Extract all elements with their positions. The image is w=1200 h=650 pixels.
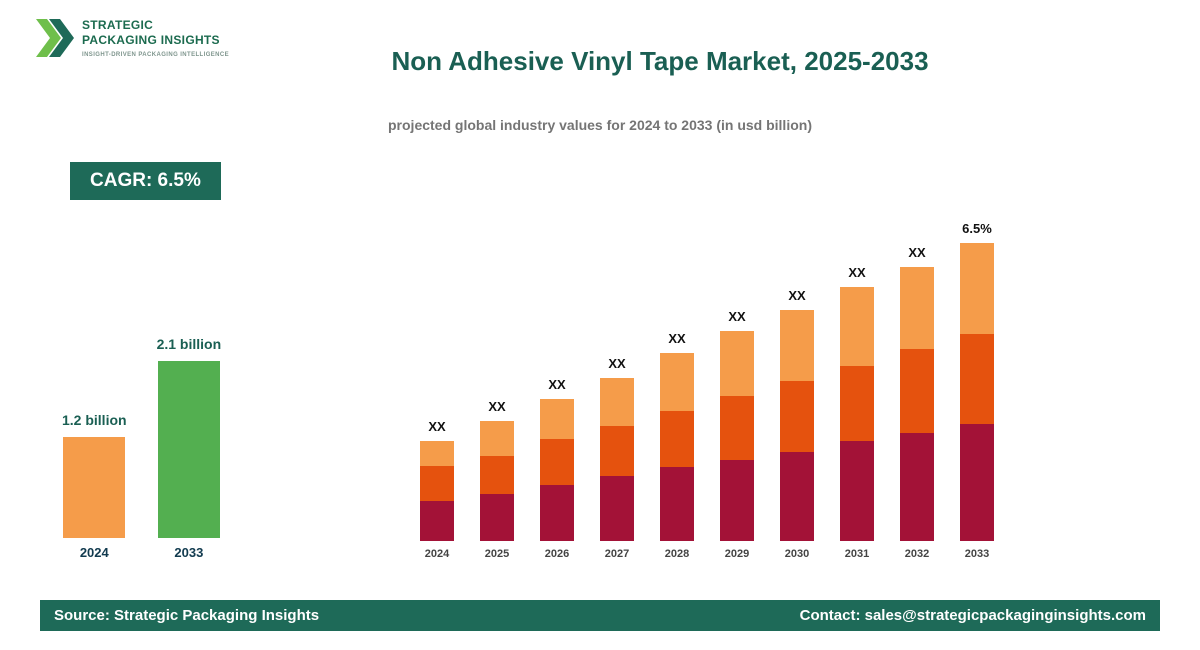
logo: STRATEGIC PACKAGING INSIGHTS INSIGHT-DRI… bbox=[34, 14, 229, 62]
stack-segment-bottom bbox=[420, 501, 454, 541]
stack-segment-top bbox=[960, 243, 994, 334]
stack-segment-bottom bbox=[780, 452, 814, 541]
stack-segment-middle bbox=[600, 426, 634, 476]
stack-segment-top bbox=[780, 310, 814, 381]
footer-source: Source: Strategic Packaging Insights bbox=[54, 607, 320, 624]
summary-value-label: 2.1 billion bbox=[156, 336, 222, 352]
year-label: 2033 bbox=[964, 548, 990, 560]
bar-stack bbox=[420, 441, 454, 541]
bar-stack bbox=[480, 421, 514, 541]
logo-name-line2: PACKAGING INSIGHTS bbox=[82, 33, 220, 47]
summary-bar-group-2024: 1.2 billion 2024 bbox=[62, 412, 127, 560]
stack-segment-bottom bbox=[720, 460, 754, 541]
year-label: 2024 bbox=[424, 548, 450, 560]
logo-text: STRATEGIC PACKAGING INSIGHTS INSIGHT-DRI… bbox=[82, 14, 229, 58]
bar-stack bbox=[540, 399, 574, 541]
bar-value-label: XX bbox=[428, 419, 446, 434]
stacked-bar-group-2030: XX 2030 bbox=[780, 288, 814, 560]
stack-segment-top bbox=[660, 353, 694, 411]
stack-segment-top bbox=[900, 267, 934, 349]
bar-stack bbox=[960, 243, 994, 541]
bar-value-label: XX bbox=[608, 356, 626, 371]
stack-segment-bottom bbox=[600, 476, 634, 541]
stack-segment-middle bbox=[900, 349, 934, 433]
stack-segment-bottom bbox=[840, 441, 874, 541]
stacked-bar-chart: XX 2024 XX 2025 XX 2026 XX 2027 XX 2028 XX 2029 XX 20… bbox=[420, 221, 994, 560]
stacked-bar-group-2024: XX 2024 bbox=[420, 419, 454, 560]
summary-value-label: 1.2 billion bbox=[62, 412, 127, 428]
stacked-bar-group-2028: XX 2028 bbox=[660, 331, 694, 560]
bar-stack bbox=[840, 287, 874, 541]
summary-year-label: 2033 bbox=[174, 545, 204, 560]
page-title: Non Adhesive Vinyl Tape Market, 2025-203… bbox=[391, 46, 929, 76]
bar-stack bbox=[900, 267, 934, 541]
stack-segment-bottom bbox=[480, 494, 514, 541]
stack-segment-middle bbox=[480, 456, 514, 494]
stack-segment-top bbox=[600, 378, 634, 426]
footer-contact: Contact: sales@strategicpackaginginsight… bbox=[799, 607, 1146, 624]
bar-value-label: XX bbox=[728, 309, 746, 324]
stack-segment-bottom bbox=[660, 467, 694, 541]
stack-segment-middle bbox=[780, 381, 814, 452]
bar-stack bbox=[780, 310, 814, 541]
year-label: 2031 bbox=[844, 548, 870, 560]
stack-segment-middle bbox=[540, 439, 574, 485]
year-label: 2029 bbox=[724, 548, 750, 560]
stack-segment-top bbox=[720, 331, 754, 396]
stack-segment-middle bbox=[660, 411, 694, 467]
stack-segment-bottom bbox=[960, 424, 994, 541]
cagr-badge: CAGR: 6.5% bbox=[70, 162, 221, 200]
footer-bar: Source: Strategic Packaging Insights Con… bbox=[40, 600, 1160, 631]
bar-value-label: XX bbox=[548, 377, 566, 392]
stack-segment-top bbox=[420, 441, 454, 466]
stacked-bar-group-2032: XX 2032 bbox=[900, 245, 934, 560]
stack-segment-top bbox=[840, 287, 874, 366]
year-label: 2026 bbox=[544, 548, 570, 560]
stack-segment-middle bbox=[420, 466, 454, 501]
bar-value-label: XX bbox=[788, 288, 806, 303]
stack-segment-top bbox=[540, 399, 574, 439]
stacked-bar-group-2027: XX 2027 bbox=[600, 356, 634, 560]
year-label: 2030 bbox=[784, 548, 810, 560]
stacked-bar-group-2031: XX 2031 bbox=[840, 265, 874, 560]
logo-name-line1: STRATEGIC bbox=[82, 18, 154, 32]
bar-stack bbox=[660, 353, 694, 541]
summary-bar bbox=[157, 361, 220, 538]
year-label: 2028 bbox=[664, 548, 690, 560]
stacked-bar-group-2025: XX 2025 bbox=[480, 399, 514, 560]
year-label: 2032 bbox=[904, 548, 930, 560]
bar-value-label: XX bbox=[488, 399, 506, 414]
year-label: 2025 bbox=[484, 548, 510, 560]
stacked-bar-group-2033: 6.5% 2033 bbox=[960, 221, 994, 560]
logo-tagline: INSIGHT-DRIVEN PACKAGING INTELLIGENCE bbox=[82, 52, 230, 58]
summary-bar-chart: 1.2 billion 2024 2.1 billion 2033 bbox=[62, 336, 221, 560]
bar-value-label: XX bbox=[668, 331, 686, 346]
bar-stack bbox=[600, 378, 634, 541]
logo-chevron-icon bbox=[36, 19, 74, 57]
stack-segment-bottom bbox=[540, 485, 574, 541]
bar-value-label: XX bbox=[848, 265, 866, 280]
stack-segment-bottom bbox=[900, 433, 934, 541]
summary-year-label: 2024 bbox=[79, 545, 109, 560]
bar-value-label: 6.5% bbox=[962, 221, 992, 236]
year-label: 2027 bbox=[604, 548, 630, 560]
stack-segment-middle bbox=[960, 334, 994, 424]
summary-bar-group-2033: 2.1 billion 2033 bbox=[157, 336, 222, 560]
stack-segment-top bbox=[480, 421, 514, 456]
summary-bar bbox=[63, 437, 126, 538]
bar-value-label: XX bbox=[908, 245, 926, 260]
bar-stack bbox=[720, 331, 754, 541]
stacked-bar-group-2029: XX 2029 bbox=[720, 309, 754, 560]
stacked-bar-group-2026: XX 2026 bbox=[540, 377, 574, 560]
page-subtitle: projected global industry values for 202… bbox=[388, 117, 812, 133]
stack-segment-middle bbox=[720, 396, 754, 460]
stack-segment-middle bbox=[840, 366, 874, 441]
